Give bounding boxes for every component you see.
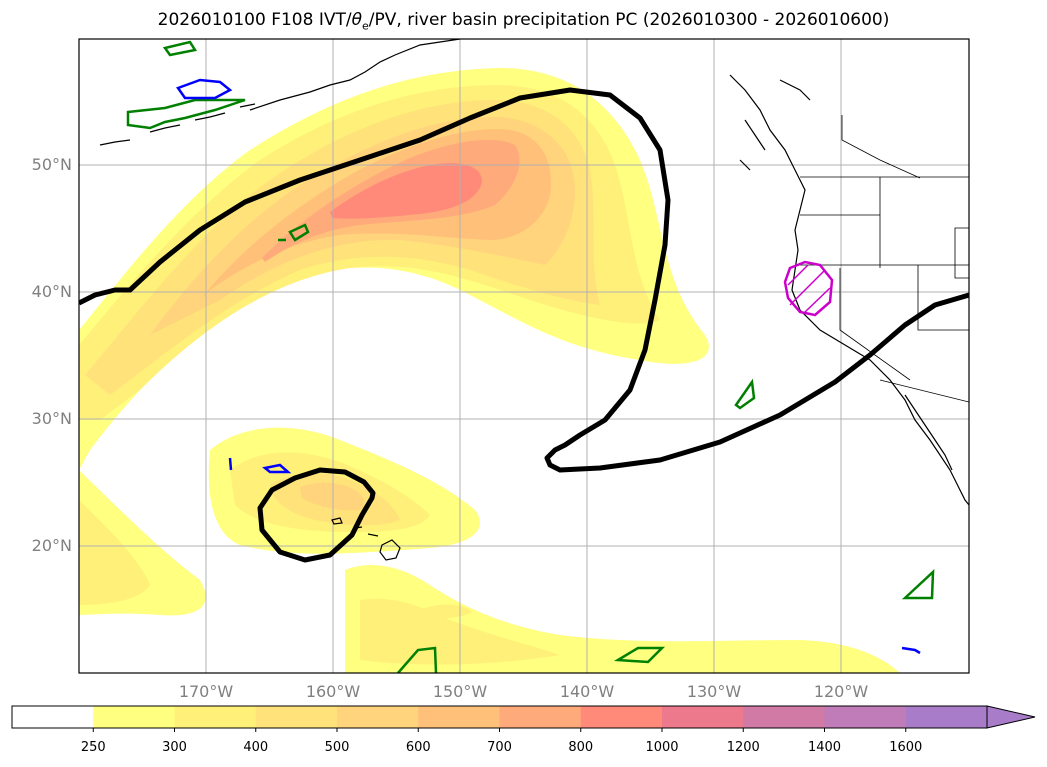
colorbar-cell (499, 706, 582, 728)
blue-contours (176, 78, 921, 655)
aleutian-islands (99, 103, 256, 146)
ivt-shade-500-south (300, 482, 365, 511)
green-contours (126, 40, 935, 673)
green-contour-2 (126, 98, 246, 130)
alaska-coast (249, 39, 461, 111)
colorbar-label: 1400 (807, 740, 842, 755)
pv-contour-main (79, 87, 969, 473)
colorbar-cell (174, 706, 257, 728)
lat-label-30n: 30°N (31, 409, 72, 428)
colorbar-cell (662, 706, 744, 728)
lon-label-140w: 140°W (559, 682, 615, 701)
lat-label-50n: 50°N (31, 155, 72, 174)
colorbar-label: 600 (405, 740, 431, 755)
green-contour-4 (734, 378, 756, 410)
blue-contour-4 (901, 646, 921, 655)
alaska-canada-border (841, 115, 921, 179)
bc-islands (739, 79, 811, 171)
lat-label-20n: 20°N (31, 536, 72, 555)
colorbar-cell (905, 706, 988, 728)
colorbar-cell (255, 706, 338, 728)
green-contour-5 (901, 569, 935, 600)
lon-label-170w: 170°W (178, 682, 234, 701)
colorbar (11, 705, 1036, 732)
blue-contour-3 (228, 457, 233, 471)
hawaii-big-island (379, 539, 401, 561)
colorbar-label: 250 (80, 740, 106, 755)
colorbar-cell (580, 706, 663, 728)
colorbar-cell (93, 706, 175, 728)
baja-coast (904, 394, 953, 471)
lon-label-150w: 150°W (432, 682, 488, 701)
colorbar-label: 700 (487, 740, 512, 755)
blue-contour-2 (262, 463, 292, 474)
north-america-coast (729, 74, 969, 506)
state-borders (800, 177, 969, 403)
colorbar-label: 300 (162, 740, 187, 755)
colorbar-cell (743, 706, 825, 728)
blue-contour-1 (176, 78, 233, 100)
colorbar-label: 400 (243, 740, 269, 755)
colorbar-label: 1600 (889, 740, 923, 755)
colorbar-label: 500 (324, 740, 350, 755)
green-contour-3 (278, 223, 310, 242)
green-contour-1 (162, 40, 198, 57)
colorbar-label: 1000 (645, 740, 679, 755)
lon-label-120w: 120°W (813, 682, 869, 701)
graticule (79, 39, 969, 673)
colorbar-label: 800 (568, 740, 594, 755)
lat-label-40n: 40°N (31, 282, 72, 301)
green-contour-7 (397, 646, 438, 673)
colorbar-cell (337, 706, 419, 728)
ivt-shade-300-west (79, 500, 150, 605)
map-frame (78, 38, 970, 674)
pv-contour-hawaii (257, 467, 376, 563)
ivt-shading (79, 68, 900, 673)
lon-label-130w: 130°W (686, 682, 742, 701)
colorbar-label: 1200 (726, 740, 760, 755)
ivt-shade-800 (330, 163, 482, 219)
green-contour-6 (613, 646, 666, 664)
colorbar-cell (418, 706, 500, 728)
colorbar-extend-arrow (986, 705, 1036, 729)
lon-label-160w: 160°W (305, 682, 361, 701)
colorbar-cell (824, 706, 907, 728)
map-title: 2026010100 F108 IVT/θe/PV, river basin p… (157, 10, 890, 33)
pv-contours (79, 87, 969, 563)
colorbar-cell (12, 706, 94, 728)
political-borders (800, 115, 969, 403)
river-basin-contour (783, 260, 834, 317)
